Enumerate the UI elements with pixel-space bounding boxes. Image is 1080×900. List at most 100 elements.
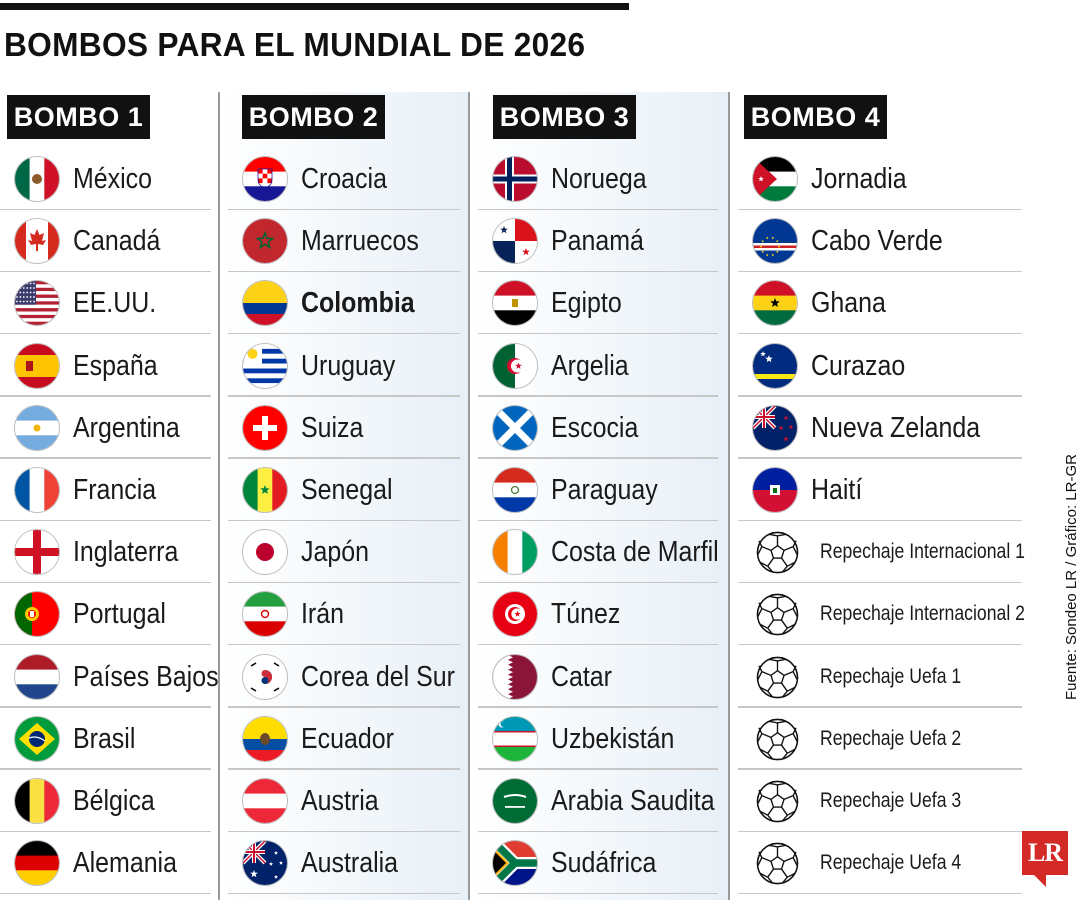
row-divider: [0, 270, 211, 273]
row-divider: [738, 581, 1022, 584]
cape-verde-flag-icon: [753, 219, 797, 264]
team-row: Corea del Sur: [228, 646, 460, 708]
new-zealand-flag-icon: [753, 405, 797, 450]
team-name: Egipto: [551, 287, 622, 320]
team-name: Costa de Marfil: [551, 536, 719, 569]
team-name: Catar: [551, 660, 612, 693]
team-name: Senegal: [301, 474, 393, 506]
team-row: Repechaje Uefa 1: [738, 646, 1022, 708]
row-divider: [228, 208, 460, 210]
lr-logo: LR: [1022, 831, 1068, 875]
team-row: España: [0, 335, 211, 397]
team-row: Suiza: [228, 397, 460, 459]
team-row: Cabo Verde: [738, 210, 1022, 273]
row-divider: [228, 395, 460, 397]
team-name: Repechaje Uefa 1: [820, 664, 962, 688]
team-row: Arabia Saudita: [478, 770, 718, 832]
source-credit: Fuente: Sondeo LR / Gráfico: LR-GR: [1063, 454, 1080, 700]
team-name: Túnez: [551, 598, 621, 631]
soccer-ball-icon: [756, 842, 799, 885]
team-name: México: [73, 163, 152, 195]
team-row: Ghana: [738, 272, 1022, 335]
row-divider: [478, 892, 718, 895]
row-divider: [738, 395, 1022, 397]
team-name: Alemania: [73, 847, 177, 880]
team-row: Repechaje Uefa 2: [738, 708, 1022, 770]
team-row: Irán: [228, 583, 460, 646]
team-name: Irán: [301, 598, 344, 631]
team-name: Nueva Zelanda: [811, 411, 981, 444]
austria-flag-icon: [243, 779, 287, 823]
row-divider: [738, 830, 1022, 832]
netherlands-flag-icon: [15, 654, 59, 699]
australia-flag-icon: [243, 841, 287, 886]
team-row: Argentina: [0, 397, 211, 459]
soccer-ball-icon: [756, 656, 799, 699]
team-name: Repechaje Internacional 2: [820, 602, 1025, 626]
row-divider: [228, 768, 460, 770]
brazil-flag-icon: [15, 716, 59, 761]
team-row: Países Bajos: [0, 646, 219, 708]
team-row: Brasil: [0, 708, 211, 770]
row-divider: [738, 332, 1022, 335]
row-divider: [0, 457, 211, 459]
row-divider: [738, 270, 1022, 273]
team-name: Austria: [301, 785, 379, 817]
jordan-flag-icon: [753, 157, 797, 201]
argentina-flag-icon: [15, 405, 59, 450]
haiti-flag-icon: [753, 468, 797, 512]
row-divider: [478, 643, 718, 646]
team-row: Nueva Zelanda: [738, 397, 1022, 459]
team-name: Arabia Saudita: [551, 785, 715, 817]
row-divider: [0, 332, 211, 335]
soccer-ball-icon: [756, 718, 799, 761]
row-divider: [478, 208, 718, 210]
team-name: EE.UU.: [73, 287, 157, 320]
croatia-flag-icon: [243, 157, 287, 201]
team-name: España: [73, 349, 158, 382]
row-divider: [478, 519, 718, 521]
team-name: Jornadia: [811, 163, 907, 195]
team-name: Francia: [73, 474, 157, 506]
team-name: Marruecos: [301, 225, 419, 258]
mexico-flag-icon: [15, 157, 59, 201]
team-row: Noruega: [478, 148, 718, 210]
belgium-flag-icon: [15, 779, 59, 823]
south-africa-flag-icon: [493, 841, 537, 886]
row-divider: [0, 830, 211, 832]
team-name: Países Bajos: [73, 660, 219, 693]
team-name: Argentina: [73, 411, 180, 444]
team-name: Repechaje Uefa 4: [820, 851, 962, 875]
pot-column-1: BOMBO 1 México Canadá EE.UU. España Argentina…: [0, 92, 219, 900]
canada-flag-icon: [15, 219, 59, 264]
lr-logo-tail: [1034, 875, 1046, 887]
team-name: Escocia: [551, 411, 639, 444]
team-name: Corea del Sur: [301, 660, 455, 693]
panama-flag-icon: [493, 219, 537, 264]
team-row: Paraguay: [478, 459, 718, 521]
row-divider: [228, 830, 460, 832]
row-divider: [0, 706, 211, 708]
team-row: Panamá: [478, 210, 718, 273]
column-divider: [728, 92, 730, 900]
south-korea-flag-icon: [243, 654, 287, 699]
norway-flag-icon: [493, 157, 537, 201]
pot-column-2: BOMBO 2 Croacia Marruecos Colombia Uruguay Su…: [220, 92, 468, 900]
senegal-flag-icon: [243, 468, 287, 512]
soccer-ball-icon: [756, 531, 799, 574]
team-row: Bélgica: [0, 770, 211, 832]
pot-label: BOMBO 1: [7, 95, 150, 139]
team-name: Croacia: [301, 163, 387, 195]
team-row: Uruguay: [228, 335, 460, 397]
curacao-flag-icon: [753, 343, 797, 388]
france-flag-icon: [15, 468, 59, 512]
row-divider: [228, 519, 460, 521]
team-row: Repechaje Internacional 1: [738, 521, 1025, 584]
team-name: Uruguay: [301, 349, 396, 382]
egypt-flag-icon: [493, 281, 537, 326]
pot-label: BOMBO 3: [493, 95, 636, 139]
row-divider: [0, 892, 211, 895]
header-rule: [0, 3, 629, 10]
team-row: Austria: [228, 770, 460, 832]
row-divider: [228, 270, 460, 273]
